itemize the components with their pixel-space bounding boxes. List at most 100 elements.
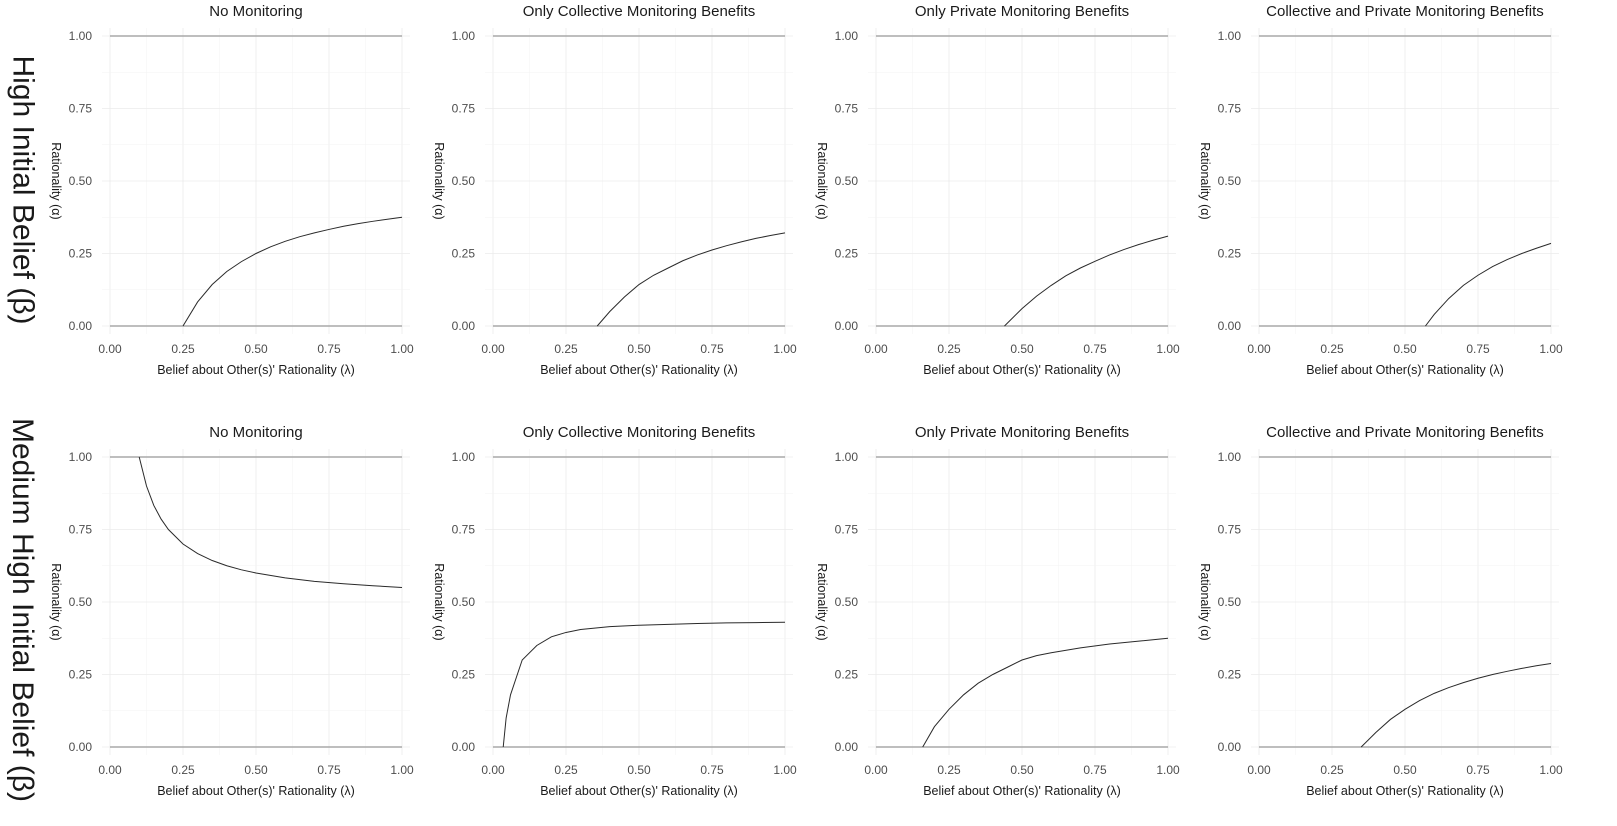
- panel-title: No Monitoring: [209, 3, 302, 20]
- y-tick-label: 0.75: [835, 523, 859, 537]
- gridlines: [485, 28, 793, 334]
- x-tick-label: 0.75: [1083, 342, 1107, 356]
- panel: 0.00 0.25 0.50 0.75 1.00 0.00 0.25 0.50 0.75 1.00…: [49, 3, 414, 377]
- panel: 0.00 0.25 0.50 0.75 1.00 0.00 0.25 0.50 0.75 1.00…: [815, 424, 1180, 798]
- x-tick-label: 0.25: [1320, 763, 1344, 777]
- y-tick-label: 0.50: [835, 174, 859, 188]
- x-tick-label: 0.25: [937, 763, 961, 777]
- y-tick-label: 1.00: [69, 450, 93, 464]
- series-line: [922, 637, 1169, 748]
- y-tick-label: 0.25: [835, 247, 859, 261]
- y-tick-label: 0.00: [69, 740, 93, 754]
- y-tick-label: 0.75: [452, 102, 476, 116]
- x-tick-label: 1.00: [1539, 342, 1563, 356]
- series-line: [596, 232, 786, 327]
- series-line: [1004, 235, 1169, 327]
- y-tick-label: 0.25: [452, 668, 476, 682]
- panel: 0.00 0.25 0.50 0.75 1.00 0.00 0.25 0.50 0.75 1.00…: [1198, 424, 1563, 798]
- x-axis-title: Belief about Other(s)' Rationality (λ): [1306, 363, 1504, 377]
- y-tick-label: 0.75: [1218, 523, 1242, 537]
- x-tick-label: 0.75: [1083, 763, 1107, 777]
- y-axis-title: Rationality (α): [432, 142, 446, 219]
- y-tick-label: 0.50: [452, 595, 476, 609]
- x-tick-label: 0.75: [317, 342, 341, 356]
- y-tick-label: 0.75: [835, 102, 859, 116]
- x-tick-label: 0.50: [1010, 342, 1034, 356]
- x-tick-label: 0.25: [171, 763, 195, 777]
- y-axis-title: Rationality (α): [815, 563, 829, 640]
- x-tick-label: 0.50: [244, 763, 268, 777]
- x-axis-title: Belief about Other(s)' Rationality (λ): [923, 784, 1121, 798]
- series-line: [182, 216, 403, 327]
- x-tick-label: 0.75: [1466, 763, 1490, 777]
- y-tick-label: 0.00: [452, 740, 476, 754]
- series-line: [138, 456, 403, 588]
- y-tick-label: 0.25: [835, 668, 859, 682]
- x-tick-label: 0.50: [627, 342, 651, 356]
- panel: 0.00 0.25 0.50 0.75 1.00 0.00 0.25 0.50 0.75 1.00…: [432, 424, 797, 798]
- y-axis-title: Rationality (α): [815, 142, 829, 219]
- panel-title: Only Collective Monitoring Benefits: [523, 3, 756, 20]
- y-tick-label: 0.50: [69, 174, 93, 188]
- y-tick-label: 0.25: [69, 668, 93, 682]
- x-tick-label: 0.75: [700, 342, 724, 356]
- y-tick-label: 1.00: [452, 29, 476, 43]
- y-tick-label: 0.25: [1218, 247, 1242, 261]
- y-axis-title: Rationality (α): [1198, 563, 1212, 640]
- series-line: [502, 621, 786, 748]
- y-tick-label: 0.00: [1218, 740, 1242, 754]
- y-tick-label: 1.00: [69, 29, 93, 43]
- y-tick-label: 1.00: [835, 29, 859, 43]
- panel: 0.00 0.25 0.50 0.75 1.00 0.00 0.25 0.50 0.75 1.00…: [432, 3, 797, 377]
- series-line: [1360, 662, 1552, 748]
- y-tick-label: 1.00: [1218, 450, 1242, 464]
- panel-title: Only Private Monitoring Benefits: [915, 424, 1129, 441]
- x-axis-title: Belief about Other(s)' Rationality (λ): [1306, 784, 1504, 798]
- x-tick-label: 1.00: [390, 763, 414, 777]
- gridlines: [868, 28, 1176, 334]
- x-axis-title: Belief about Other(s)' Rationality (λ): [923, 363, 1121, 377]
- x-tick-label: 0.00: [1247, 763, 1271, 777]
- y-tick-label: 0.75: [1218, 102, 1242, 116]
- x-tick-label: 0.00: [864, 763, 888, 777]
- y-tick-label: 1.00: [452, 450, 476, 464]
- y-tick-label: 0.25: [452, 247, 476, 261]
- y-tick-label: 1.00: [1218, 29, 1242, 43]
- panel-title: Collective and Private Monitoring Benefi…: [1266, 424, 1544, 441]
- x-tick-label: 0.25: [1320, 342, 1344, 356]
- x-tick-label: 0.00: [1247, 342, 1271, 356]
- y-tick-label: 0.50: [69, 595, 93, 609]
- y-tick-label: 0.50: [1218, 595, 1242, 609]
- y-tick-label: 0.00: [835, 319, 859, 333]
- y-tick-label: 0.75: [69, 523, 93, 537]
- y-tick-label: 0.75: [452, 523, 476, 537]
- y-tick-label: 0.50: [1218, 174, 1242, 188]
- gridlines: [1251, 28, 1559, 334]
- x-tick-label: 0.50: [244, 342, 268, 356]
- gridlines: [102, 28, 410, 334]
- x-tick-label: 0.25: [554, 342, 578, 356]
- x-axis-title: Belief about Other(s)' Rationality (λ): [540, 363, 738, 377]
- y-axis-title: Rationality (α): [49, 142, 63, 219]
- x-tick-label: 0.00: [481, 342, 505, 356]
- y-tick-label: 0.00: [69, 319, 93, 333]
- x-tick-label: 0.00: [98, 763, 122, 777]
- x-tick-label: 0.25: [171, 342, 195, 356]
- x-tick-label: 0.75: [700, 763, 724, 777]
- series-line: [1425, 242, 1552, 327]
- x-tick-label: 1.00: [773, 342, 797, 356]
- panel-title: No Monitoring: [209, 424, 302, 441]
- y-tick-label: 0.50: [835, 595, 859, 609]
- y-tick-label: 1.00: [835, 450, 859, 464]
- x-tick-label: 1.00: [773, 763, 797, 777]
- y-axis-title: Rationality (α): [49, 563, 63, 640]
- x-tick-label: 0.50: [1010, 763, 1034, 777]
- y-tick-label: 0.00: [1218, 319, 1242, 333]
- x-tick-label: 0.50: [627, 763, 651, 777]
- panel: 0.00 0.25 0.50 0.75 1.00 0.00 0.25 0.50 0.75 1.00…: [1198, 3, 1563, 377]
- y-tick-label: 0.25: [69, 247, 93, 261]
- panel-title: Only Private Monitoring Benefits: [915, 3, 1129, 20]
- x-tick-label: 1.00: [1156, 342, 1180, 356]
